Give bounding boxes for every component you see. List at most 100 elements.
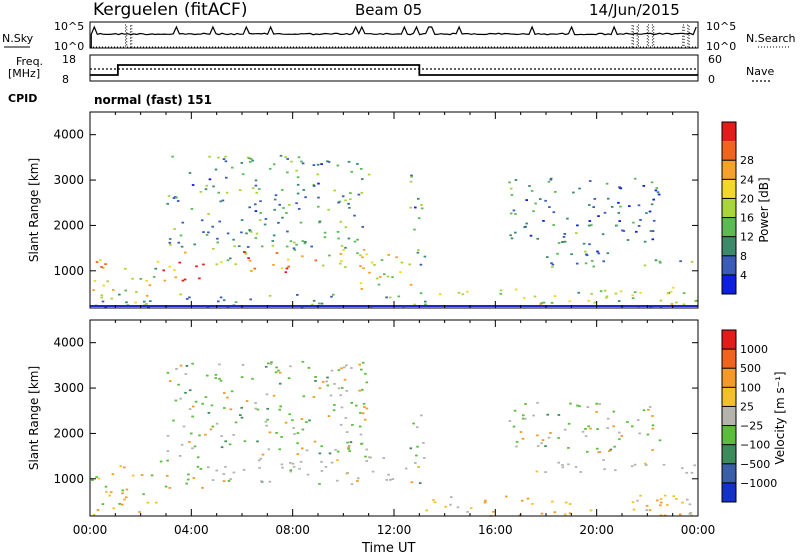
scatter-cell — [248, 259, 252, 262]
scatter-cell — [564, 501, 568, 504]
scatter-cell — [347, 446, 350, 449]
scatter-cell — [552, 224, 555, 226]
scatter-cell — [199, 468, 203, 470]
scatter-cell — [415, 454, 418, 457]
scatter-cell — [104, 306, 107, 309]
scatter-cell — [256, 408, 260, 411]
power-x-axis — [89, 112, 699, 308]
scatter-cell — [671, 286, 675, 289]
velocity-scatter — [91, 360, 696, 517]
scatter-cell — [658, 260, 662, 263]
scatter-cell — [245, 400, 249, 402]
scatter-cell — [362, 402, 366, 405]
scatter-cell — [102, 284, 105, 287]
scatter-cell — [299, 221, 303, 224]
scatter-cell — [91, 479, 94, 481]
scatter-cell — [561, 466, 565, 469]
scatter-cell — [327, 161, 331, 163]
scatter-cell — [536, 401, 539, 404]
scatter-cell — [212, 185, 215, 188]
scatter-cell — [182, 425, 186, 428]
x-tick-label: 20:00 — [579, 523, 614, 537]
scatter-cell — [650, 203, 654, 206]
scatter-cell — [324, 466, 328, 468]
power-scatter — [92, 154, 698, 309]
scatter-cell — [568, 300, 572, 303]
scatter-cell — [621, 229, 624, 232]
scatter-cell — [347, 445, 351, 447]
scatter-cell — [323, 231, 327, 234]
scatter-cell — [666, 504, 669, 506]
scatter-cell — [318, 220, 322, 223]
scatter-cell — [626, 239, 630, 241]
scatter-cell — [96, 509, 100, 511]
scatter-cell — [509, 234, 512, 237]
scatter-cell — [193, 243, 196, 246]
scatter-cell — [588, 243, 591, 246]
scatter-cell — [284, 421, 288, 424]
scatter-cell — [360, 288, 364, 290]
scatter-cell — [351, 424, 354, 426]
scatter-cell — [409, 180, 413, 183]
scatter-cell — [557, 461, 560, 464]
scatter-cell — [656, 191, 660, 194]
colorbar-frame — [721, 329, 737, 503]
scatter-cell — [109, 491, 113, 494]
scatter-cell — [293, 241, 296, 244]
scatter-cell — [333, 189, 336, 192]
scatter-cell — [253, 267, 257, 270]
scatter-cell — [596, 250, 599, 253]
scatter-cell — [534, 202, 537, 205]
scatter-cell — [179, 234, 183, 237]
scatter-cell — [224, 465, 227, 468]
colorbar-segment — [722, 274, 736, 294]
scatter-cell — [524, 417, 527, 420]
velocity-colorbar: 1000 500 100 25 −25 −100 −500 −1000 — [721, 329, 777, 503]
sky-count-line — [90, 25, 697, 48]
scatter-cell — [531, 503, 534, 505]
scatter-cell — [195, 265, 198, 268]
scatter-cell — [336, 479, 339, 482]
scatter-cell — [249, 158, 253, 160]
scatter-cell — [592, 265, 595, 268]
scatter-cell — [359, 265, 362, 267]
scatter-cell — [367, 173, 371, 176]
scatter-cell — [152, 276, 156, 278]
scatter-cell — [578, 187, 581, 190]
scatter-cell — [121, 489, 125, 492]
scatter-cell — [97, 477, 101, 480]
scatter-cell — [312, 185, 316, 187]
scatter-cell — [530, 190, 534, 192]
scatter-cell — [585, 254, 589, 257]
scatter-cell — [323, 236, 327, 239]
scatter-cell — [220, 261, 223, 264]
scatter-cell — [340, 260, 343, 262]
scatter-cell — [267, 362, 270, 365]
scatter-cell — [424, 300, 427, 303]
scatter-cell — [336, 459, 339, 462]
colorbar-segment — [722, 463, 736, 483]
freq-label-line2: [MHz] — [8, 67, 40, 80]
scatter-cell — [450, 496, 453, 498]
scatter-cell — [248, 229, 251, 231]
scatter-cell — [254, 179, 258, 182]
scatter-cell — [356, 238, 359, 241]
scatter-cell — [363, 418, 367, 421]
scatter-cell — [259, 457, 263, 460]
scatter-cell — [320, 470, 324, 472]
scatter-cell — [337, 237, 340, 240]
scatter-cell — [332, 409, 336, 412]
scatter-cell — [349, 198, 352, 201]
scatter-cell — [177, 383, 180, 386]
scatter-cell — [638, 432, 641, 435]
scatter-cell — [268, 167, 272, 170]
scatter-cell — [656, 499, 659, 502]
scatter-cell — [167, 195, 171, 197]
scatter-cell — [282, 207, 285, 209]
scatter-cell — [670, 303, 674, 305]
scatter-cell — [347, 237, 351, 240]
scatter-cell — [251, 187, 255, 190]
scatter-cell — [553, 295, 557, 297]
scatter-cell — [602, 260, 605, 263]
